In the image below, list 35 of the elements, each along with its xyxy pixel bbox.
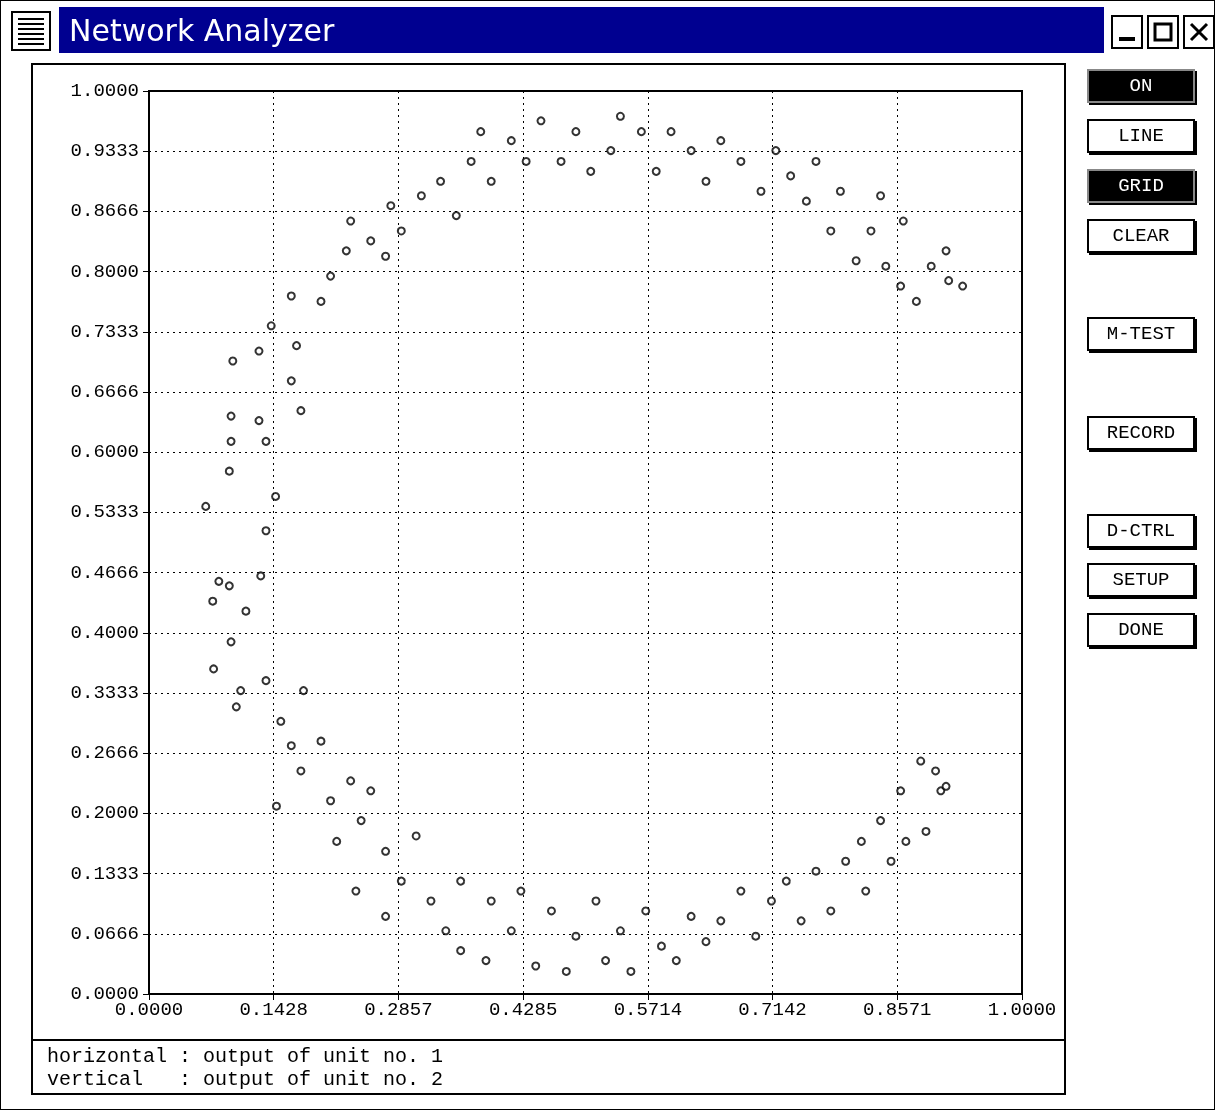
y-tick-label: 1.0000 (70, 80, 139, 102)
chart-title: Network Analyzer (69, 13, 335, 48)
text: M-TEST (1087, 317, 1195, 351)
x-tick-label: 0.0000 (114, 998, 184, 1021)
y-tick-label: 0.4666 (70, 561, 139, 584)
x-tick-label: 0.8571 (863, 998, 932, 1021)
text: horizontal : output of unit no. 1 (47, 1045, 444, 1068)
text: ON (1087, 69, 1195, 103)
text: CLEAR (1087, 219, 1195, 253)
y-tick-label: 0.3333 (70, 682, 139, 705)
text: vertical : output of unit no. 2 (47, 1068, 444, 1091)
text: DONE (1087, 613, 1195, 647)
y-tick-label: 0.0666 (70, 922, 139, 945)
x-tick-label: 0.2857 (364, 998, 433, 1021)
y-tick-label: 0.5333 (70, 501, 139, 524)
x-tick-label: 0.1428 (239, 998, 308, 1021)
y-tick-label: 0.2000 (70, 802, 139, 825)
text: RECORD (1087, 416, 1195, 450)
y-tick-label: 0.7333 (70, 320, 139, 343)
text: LINE (1087, 119, 1195, 153)
x-tick-label: 0.7142 (738, 998, 807, 1021)
y-tick-label: 0.2666 (70, 742, 139, 765)
x-tick-label: 0.4285 (488, 998, 558, 1021)
y-tick-label: 0.4000 (70, 621, 139, 644)
y-tick-label: 0.8666 (70, 200, 139, 223)
y-tick-label: 0.1333 (70, 862, 139, 885)
y-tick-label: 0.6000 (70, 441, 139, 464)
text: SETUP (1087, 563, 1195, 597)
y-tick-label: 0.9333 (70, 140, 139, 163)
x-tick-label: 1.0000 (987, 998, 1057, 1021)
text: GRID (1087, 169, 1195, 203)
x-tick-label: 0.5714 (613, 998, 683, 1021)
y-tick-label: 0.6666 (70, 381, 139, 404)
y-tick-label: 0.8000 (70, 260, 139, 283)
text: D-CTRL (1087, 514, 1195, 548)
